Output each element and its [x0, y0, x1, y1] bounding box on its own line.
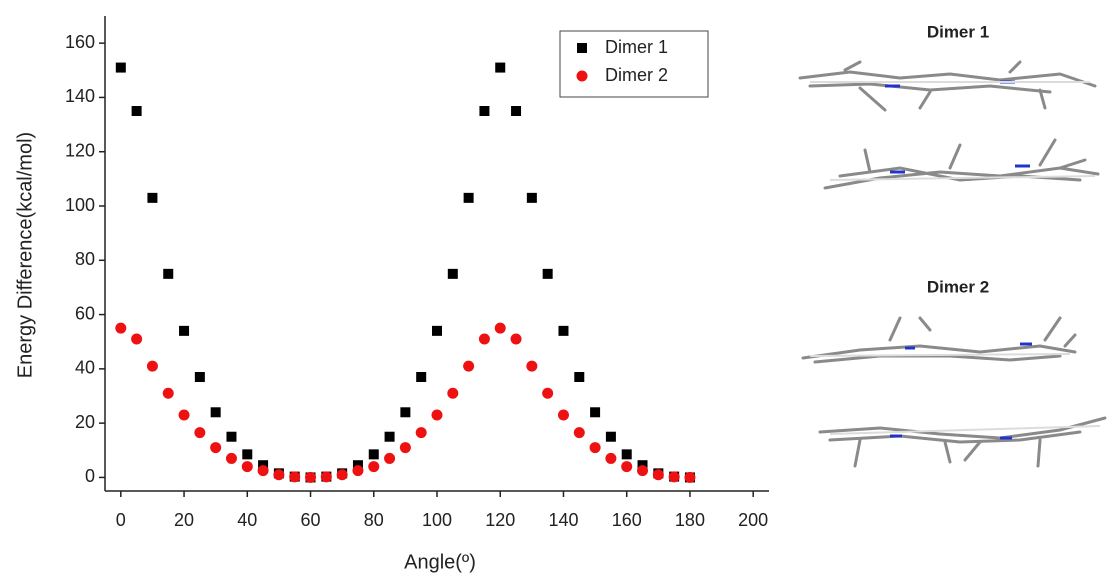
point [115, 323, 126, 334]
point [194, 427, 205, 438]
point [558, 410, 569, 421]
point [226, 453, 237, 464]
molecule-dimer-2 [803, 318, 1105, 466]
point [210, 442, 221, 453]
y-tick-label: 160 [65, 32, 95, 52]
point [131, 334, 142, 345]
point [577, 71, 588, 82]
point [669, 471, 680, 482]
point [163, 388, 174, 399]
point [132, 106, 142, 116]
point [653, 469, 664, 480]
point [447, 388, 458, 399]
x-axis-label: Angle(º) [404, 551, 476, 573]
point [606, 432, 616, 442]
point [527, 193, 537, 203]
point [574, 427, 585, 438]
point [385, 432, 395, 442]
x-tick-label: 100 [422, 510, 452, 530]
point [147, 193, 157, 203]
point [495, 323, 506, 334]
x-tick-label: 160 [612, 510, 642, 530]
point [400, 442, 411, 453]
y-tick-label: 100 [65, 195, 95, 215]
panel-label: Dimer 1 [927, 22, 989, 41]
y-tick-label: 60 [75, 303, 95, 323]
point [179, 410, 190, 421]
point [590, 407, 600, 417]
point [258, 465, 269, 476]
x-tick-label: 40 [237, 510, 257, 530]
point [416, 372, 426, 382]
legend-label: Dimer 2 [605, 65, 668, 85]
point [289, 471, 300, 482]
point [463, 361, 474, 372]
point [543, 269, 553, 279]
point [511, 106, 521, 116]
chart: Angle(º) Energy Difference(kcal/mol) Dim… [0, 0, 1108, 577]
x-tick-label: 60 [301, 510, 321, 530]
point [163, 269, 173, 279]
x-tick-label: 140 [548, 510, 578, 530]
point [337, 469, 348, 480]
point [321, 471, 332, 482]
y-axis-label: Energy Difference(kcal/mol) [14, 132, 36, 378]
x-tick-label: 0 [116, 510, 126, 530]
point [577, 43, 587, 53]
point [622, 449, 632, 459]
point [637, 465, 648, 476]
point [242, 461, 253, 472]
point [621, 461, 632, 472]
y-tick-label: 120 [65, 140, 95, 160]
point [542, 388, 553, 399]
point [226, 432, 236, 442]
point [116, 63, 126, 73]
point [416, 427, 427, 438]
point [605, 453, 616, 464]
point [195, 372, 205, 382]
y-tick-label: 140 [65, 86, 95, 106]
point [574, 372, 584, 382]
point [432, 326, 442, 336]
x-tick-label: 200 [738, 510, 768, 530]
point [179, 326, 189, 336]
y-tick-label: 80 [75, 249, 95, 269]
point [479, 106, 489, 116]
point [479, 334, 490, 345]
point [684, 472, 695, 483]
point [384, 453, 395, 464]
x-tick-label: 80 [364, 510, 384, 530]
point [211, 407, 221, 417]
point [558, 326, 568, 336]
point [352, 465, 363, 476]
point [369, 449, 379, 459]
point [432, 410, 443, 421]
point [511, 334, 522, 345]
point [305, 472, 316, 483]
panel-label: Dimer 2 [927, 277, 989, 296]
point [400, 407, 410, 417]
point [590, 442, 601, 453]
point [448, 269, 458, 279]
x-tick-label: 120 [485, 510, 515, 530]
x-tick-label: 180 [675, 510, 705, 530]
y-tick-label: 20 [75, 412, 95, 432]
point [242, 449, 252, 459]
molecule-dimer-1 [800, 62, 1098, 188]
x-tick-label: 20 [174, 510, 194, 530]
point [464, 193, 474, 203]
y-tick-label: 40 [75, 358, 95, 378]
point [273, 469, 284, 480]
point [147, 361, 158, 372]
point [368, 461, 379, 472]
legend-label: Dimer 1 [605, 37, 668, 57]
y-tick-label: 0 [85, 466, 95, 486]
point [495, 63, 505, 73]
point [526, 361, 537, 372]
